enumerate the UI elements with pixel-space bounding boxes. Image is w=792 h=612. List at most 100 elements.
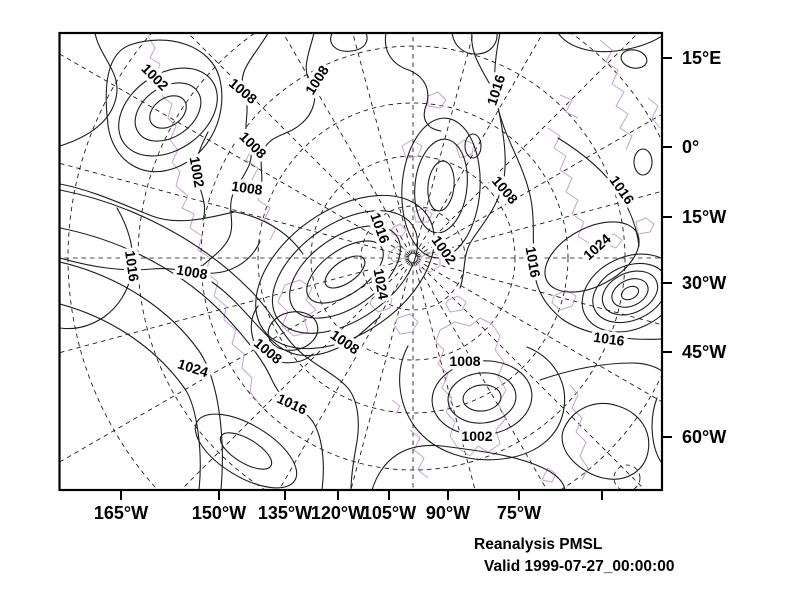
pressure-contour-line: [60, 303, 201, 489]
contour-label: 1016: [122, 249, 142, 282]
latitude-circle: [310, 155, 516, 361]
contour-label: 1008: [175, 261, 209, 282]
coastline-segment: [559, 94, 579, 119]
meridian-line: [350, 261, 413, 489]
pressure-contour-line: [211, 281, 381, 357]
pressure-contour-line: [229, 210, 304, 255]
coastline-segment: [239, 139, 277, 241]
pressure-contour-line: [539, 362, 661, 381]
meridian-line: [416, 114, 661, 257]
latitude-circle: [200, 45, 626, 471]
pressure-contour-line: [451, 34, 498, 55]
pressure-contour-line: [149, 95, 187, 129]
meridian-line: [413, 34, 474, 255]
contour-label: 1024: [371, 267, 392, 301]
bottom-axis-label: 75°W: [497, 503, 541, 523]
coastline-segment: [605, 233, 623, 249]
latitude-circle: [257, 102, 569, 414]
map-border: [58, 31, 664, 492]
pressure-contour-line: [60, 207, 134, 330]
coastline-segment: [541, 467, 557, 483]
right-axis-label: 15°E: [682, 48, 721, 68]
coastline-segment: [547, 127, 591, 245]
bottom-axis-label: 105°W: [362, 503, 416, 523]
contour-label: 1008: [230, 178, 263, 198]
pressure-contour-line: [60, 189, 359, 489]
pressure-contour-line: [620, 285, 640, 301]
pressure-contour-line: [250, 305, 314, 364]
pressure-contour-line: [651, 397, 661, 463]
contour-label-halo: 1002: [461, 428, 492, 444]
coastline-segment: [391, 223, 407, 237]
latitude-circle: [67, 34, 158, 489]
pressure-contour-line: [60, 34, 118, 147]
contour-label: 1002: [187, 155, 208, 189]
bottom-axis-label: 150°W: [192, 503, 246, 523]
plot-valid-time: Valid 1999-07-27_00:00:00: [484, 558, 674, 575]
pressure-contour-line: [60, 240, 261, 274]
coastline-segment: [445, 295, 467, 313]
pressure-contours: [60, 34, 661, 489]
coastline-segment: [147, 35, 259, 403]
pressure-contour-line: [330, 34, 368, 52]
meridian-line: [414, 261, 547, 489]
coastline-segment: [599, 39, 633, 151]
meridian-line: [416, 259, 661, 402]
coastline-segment: [387, 245, 407, 263]
coastline-segment: [551, 289, 577, 311]
pressure-contour-line: [399, 345, 566, 461]
meridian-line: [416, 258, 661, 325]
contour-label: 1008: [226, 75, 260, 107]
coastline-segment: [569, 384, 589, 481]
contour-label: 1008: [328, 326, 363, 357]
bottom-axis-label: 90°W: [426, 503, 470, 523]
pressure-contour-line: [401, 117, 481, 259]
coastline-segment: [369, 291, 393, 313]
contour-label: 1008: [449, 353, 480, 369]
meridian-line: [181, 260, 411, 489]
meridian-line: [60, 259, 410, 463]
pressure-contour-line: [384, 34, 442, 132]
pressure-contour-line: [581, 253, 661, 333]
bottom-axis-label: 120°W: [311, 503, 365, 523]
pressure-contour-line: [447, 372, 517, 424]
meridian-line: [413, 261, 476, 489]
bottom-axis-label: 165°W: [94, 503, 148, 523]
meridian-line: [283, 34, 412, 255]
pressure-contour-line: [118, 67, 218, 157]
bottom-axis-label: 135°W: [258, 503, 312, 523]
pressure-contour-line: [459, 34, 506, 289]
pressure-contour-line: [558, 34, 661, 53]
meridian-line: [352, 34, 413, 255]
latitude-circle: [613, 464, 641, 489]
pressure-contour-line: [620, 49, 648, 69]
coastline-segment: [455, 139, 475, 159]
pressure-contour-line: [427, 160, 455, 212]
pressure-contour-line: [431, 360, 533, 436]
contour-label: 1008: [236, 128, 269, 161]
coastline-segment: [417, 251, 441, 273]
pressure-contour-line: [60, 183, 235, 222]
pressure-contour-line: [462, 384, 502, 412]
coastline-segment: [401, 139, 423, 159]
contour-label: 1016: [523, 245, 544, 279]
right-axis: 15°E 0° 15°W 30°W 45°W 60°W: [662, 48, 726, 447]
pressure-contour-line: [60, 227, 324, 489]
coastline-segment: [277, 279, 317, 337]
contour-label: 1002: [461, 428, 492, 444]
contour-label-halo: 1008: [449, 353, 480, 369]
meridian-line: [414, 34, 543, 255]
plot-title: Reanalysis PMSL: [474, 536, 602, 553]
meridian-line: [60, 53, 410, 257]
meridian-line: [416, 191, 661, 258]
contour-label: 1016: [592, 329, 625, 349]
coastline-segment: [635, 217, 655, 235]
right-axis-label: 15°W: [682, 207, 726, 227]
pressure-contour-line: [134, 82, 202, 142]
coastline-segment: [409, 429, 429, 479]
pressure-contour-line: [105, 39, 223, 173]
pressure-contour-line: [306, 240, 384, 304]
coastline-segment: [647, 97, 661, 129]
